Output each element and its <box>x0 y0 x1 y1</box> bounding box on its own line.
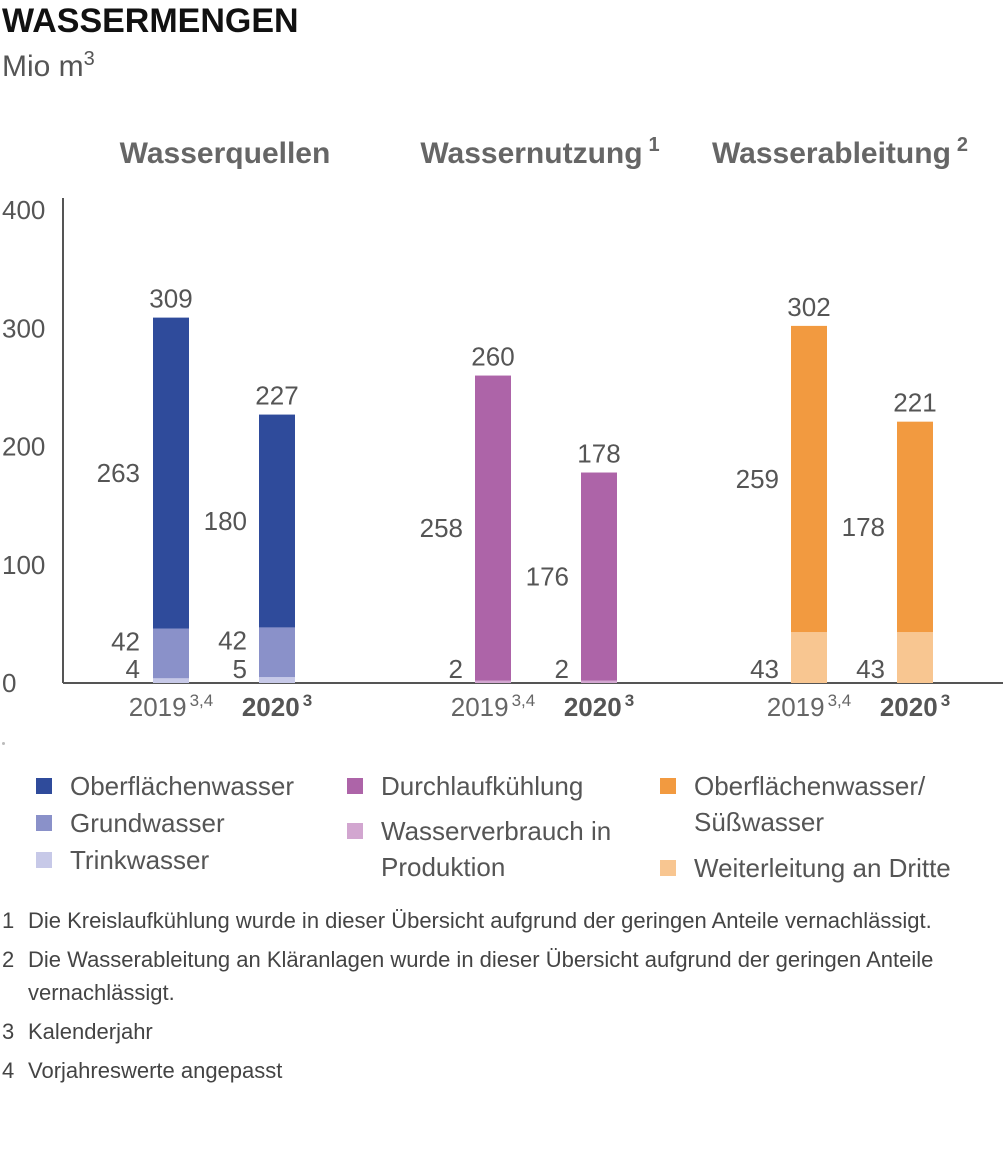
x-category-superscript: 3,4 <box>828 691 852 710</box>
bar-segment <box>475 375 511 681</box>
footnote: 2 Die Wasserableitung an Kläranlagen wurd… <box>2 943 992 1009</box>
segment-data-label: 5 <box>233 654 247 684</box>
segment-data-label: 259 <box>736 464 779 494</box>
x-category-superscript: 3 <box>625 691 634 710</box>
segment-data-label: 178 <box>842 512 885 542</box>
bar-segment <box>475 680 511 683</box>
y-tick-label: 200 <box>2 432 45 462</box>
bar-segment <box>153 678 189 683</box>
bar-segment <box>153 628 189 679</box>
footnote-text: Die Kreislaufkühlung wurde in dieser Übe… <box>28 908 932 933</box>
legend-swatch <box>347 778 363 794</box>
bar-segment <box>259 677 295 683</box>
legend-label-line: Oberflächenwasser <box>70 771 294 801</box>
y-tick-label: 0 <box>2 668 16 698</box>
total-data-label: 309 <box>149 284 192 314</box>
segment-data-label: 43 <box>856 654 885 684</box>
legend-label-line: Süßwasser <box>694 807 825 837</box>
group-title-superscript: 1 <box>649 134 660 156</box>
group-title: Wasserquellen <box>120 137 331 170</box>
legend-label: Oberflächenwasser <box>70 768 294 804</box>
legend-label-line: Grundwasser <box>70 808 225 838</box>
legend-label: Grundwasser <box>70 805 225 841</box>
segment-data-label: 2 <box>555 654 569 684</box>
footnotes: 1 Die Kreislaufkühlung wurde in dieser Üb… <box>2 904 992 1093</box>
group-title: Wassernutzung 1 <box>420 134 659 170</box>
x-category-label: 2020 3 <box>242 691 312 722</box>
chart-title: WASSERMENGEN <box>2 2 299 40</box>
total-data-label: 302 <box>787 292 830 322</box>
segment-data-label: 43 <box>750 654 779 684</box>
legend-swatch <box>660 860 676 876</box>
legend-swatch <box>347 823 363 839</box>
segment-data-label: 258 <box>420 513 463 543</box>
footnote-text: Die Wasserableitung an Kläranlagen wurde… <box>28 947 934 1005</box>
bar-segment <box>791 632 827 683</box>
footnote: 3 Kalenderjahr <box>2 1015 992 1048</box>
footnote-text: Kalenderjahr <box>28 1019 153 1044</box>
segment-data-label: 263 <box>97 458 140 488</box>
bar-segment <box>897 421 933 633</box>
legend-label: Wasserverbrauch in Produktion <box>381 813 611 885</box>
x-category-label: 2020 3 <box>880 691 950 722</box>
legend-label-line: Produktion <box>381 852 506 882</box>
x-category-superscript: 3 <box>303 691 312 710</box>
legend-label-line: Oberflächenwasser/ <box>694 771 926 801</box>
segment-data-label: 4 <box>126 654 140 684</box>
bar-segment <box>581 680 617 683</box>
unit-label: Mio m3 <box>2 48 95 84</box>
decorative-dot <box>2 742 5 745</box>
bar-segment <box>581 472 617 681</box>
footnote: 4 Vorjahreswerte angepasst <box>2 1054 992 1087</box>
x-category-label: 2019 3,4 <box>451 691 535 722</box>
segment-data-label: 42 <box>111 627 140 657</box>
total-data-label: 178 <box>577 439 620 469</box>
legend-swatch <box>36 778 52 794</box>
legend-label: Durchlaufkühlung <box>381 768 583 804</box>
footnote-number: 1 <box>2 908 15 933</box>
segment-data-label: 180 <box>204 506 247 536</box>
x-category-superscript: 3 <box>941 691 950 710</box>
legend-swatch <box>36 852 52 868</box>
unit-superscript: 3 <box>83 48 95 70</box>
bar-segment <box>259 414 295 628</box>
legend-label-line: Weiterleitung an Dritte <box>694 853 951 883</box>
total-data-label: 260 <box>471 342 514 372</box>
footnote: 1 Die Kreislaufkühlung wurde in dieser Üb… <box>2 904 992 937</box>
legend-swatch <box>660 778 676 794</box>
x-category-label: 2019 3,4 <box>129 691 213 722</box>
bar-segment <box>897 632 933 683</box>
legend-label-line: Durchlaufkühlung <box>381 771 584 801</box>
footnote-number: 2 <box>2 947 15 972</box>
legend-label-line: Trinkwasser <box>70 845 210 875</box>
legend-label-line: Wasserverbrauch in <box>381 816 612 846</box>
footnote-number: 4 <box>2 1058 15 1083</box>
x-category-label: 2020 3 <box>564 691 634 722</box>
legend-label: Oberflächenwasser/Süßwasser <box>694 768 925 840</box>
bar-segment <box>153 317 189 629</box>
footnote-number: 3 <box>2 1019 15 1044</box>
bar-segment <box>259 627 295 678</box>
total-data-label: 227 <box>255 381 298 411</box>
y-tick-label: 400 <box>2 195 45 225</box>
total-data-label: 221 <box>893 388 936 418</box>
segment-data-label: 42 <box>218 625 247 655</box>
y-tick-label: 300 <box>2 313 45 343</box>
bar-segment <box>791 325 827 633</box>
segment-data-label: 2 <box>449 654 463 684</box>
footnote-text: Vorjahreswerte angepasst <box>28 1058 283 1083</box>
legend-label: Weiterleitung an Dritte <box>694 850 951 886</box>
legend-label: Trinkwasser <box>70 842 209 878</box>
segment-data-label: 176 <box>526 562 569 592</box>
unit-text: Mio m <box>2 50 84 83</box>
x-category-superscript: 3,4 <box>512 691 536 710</box>
y-tick-label: 100 <box>2 550 45 580</box>
x-category-superscript: 3,4 <box>190 691 214 710</box>
group-title-superscript: 2 <box>957 134 968 156</box>
legend-swatch <box>36 815 52 831</box>
x-category-label: 2019 3,4 <box>767 691 851 722</box>
group-title: Wasserableitung 2 <box>712 134 968 170</box>
